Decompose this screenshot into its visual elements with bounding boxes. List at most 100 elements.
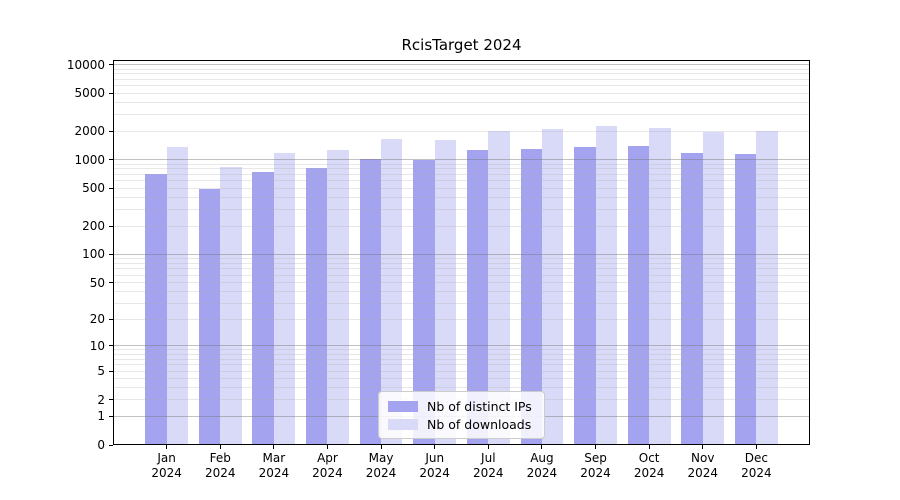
bar-downloads-sep	[595, 126, 617, 445]
y-tick	[109, 159, 113, 161]
legend-swatch-ips	[388, 400, 418, 412]
y-tick-label: 10	[89, 338, 105, 353]
bar-downloads-jan	[166, 147, 188, 445]
y-tick	[109, 444, 113, 446]
x-tick	[273, 445, 275, 449]
bar-downloads-jun	[434, 139, 457, 445]
x-tick-month: May	[368, 451, 394, 465]
bar-ips-mar	[252, 171, 274, 445]
x-tick-month: Dec	[744, 451, 768, 465]
y-tick-label: 5000	[74, 86, 105, 101]
chart-title: RcisTarget 2024	[401, 36, 522, 54]
x-tick-month: Jul	[481, 451, 496, 465]
bar-downloads-apr	[327, 149, 349, 445]
y-tick	[109, 187, 113, 189]
x-tick-month: Apr	[317, 451, 338, 465]
x-tick	[326, 445, 328, 449]
x-tick-month: Nov	[691, 451, 715, 465]
legend-label-downloads: Nb of downloads	[427, 416, 532, 432]
x-tick-month: Mar	[262, 451, 286, 465]
y-gridline-minor	[113, 68, 810, 70]
bar-downloads-may	[381, 139, 403, 445]
bar-downloads-nov	[702, 132, 725, 445]
y-tick-label: 1000	[74, 152, 105, 167]
y-gridline-minor	[113, 113, 810, 115]
legend: Nb of distinct IPs Nb of downloads	[378, 391, 545, 439]
bar-ips-nov	[681, 153, 703, 445]
y-tick-label: 1	[97, 409, 105, 424]
x-tick	[541, 445, 543, 449]
y-tick	[109, 282, 113, 284]
y-tick	[109, 64, 113, 66]
bar-downloads-dec	[756, 130, 778, 445]
bar-ips-apr	[306, 167, 328, 445]
x-tick-label: Apr 2024	[296, 451, 358, 480]
x-tick-year: 2024	[151, 465, 182, 480]
legend-item-ips: Nb of distinct IPs	[388, 397, 535, 415]
x-tick	[434, 445, 436, 449]
x-tick-label: Feb 2024	[189, 451, 251, 480]
x-tick	[166, 445, 168, 449]
y-tick	[109, 370, 113, 372]
y-gridline-minor	[113, 73, 810, 75]
x-tick-month: Feb	[209, 451, 231, 465]
bar-ips-jul	[466, 150, 489, 445]
y-tick	[109, 345, 113, 347]
x-tick-label: Dec 2024	[725, 451, 787, 480]
y-gridline-minor	[113, 85, 810, 87]
x-tick-year: 2024	[687, 465, 719, 480]
x-tick-label: Jan 2024	[136, 451, 198, 480]
y-tick	[109, 318, 113, 320]
y-tick-label: 500	[82, 181, 105, 196]
x-tick-label: Oct 2024	[618, 451, 680, 480]
legend-swatch-downloads	[388, 418, 418, 430]
bar-ips-aug	[520, 148, 542, 445]
bar-ips-dec	[734, 153, 757, 445]
y-gridline-minor	[113, 78, 810, 80]
legend-item-downloads: Nb of downloads	[388, 415, 535, 433]
y-gridline-major	[113, 64, 810, 66]
x-tick	[702, 445, 704, 449]
bar-downloads-mar	[273, 152, 296, 445]
bar-downloads-aug	[541, 128, 564, 445]
x-tick	[755, 445, 757, 449]
y-tick-label: 20	[89, 312, 105, 327]
x-tick-label: Mar 2024	[243, 451, 305, 480]
y-gridline-minor	[113, 102, 810, 103]
bar-ips-may	[359, 159, 382, 445]
bar-ips-jan	[145, 174, 167, 445]
x-tick-label: Aug 2024	[511, 451, 573, 480]
x-tick-label: Nov 2024	[672, 451, 734, 480]
x-tick-year: 2024	[258, 465, 290, 480]
x-tick	[380, 445, 382, 449]
x-tick-year: 2024	[473, 465, 504, 480]
y-tick	[109, 225, 113, 227]
y-tick	[109, 130, 113, 132]
x-tick-label: Jul 2024	[457, 451, 519, 480]
bar-ips-feb	[198, 189, 221, 445]
x-tick-year: 2024	[365, 465, 397, 480]
y-tick-label: 10000	[66, 57, 105, 72]
x-tick	[219, 445, 221, 449]
y-tick-label: 200	[82, 219, 105, 233]
x-tick	[648, 445, 650, 449]
x-tick-year: 2024	[741, 465, 772, 480]
bar-ips-jun	[413, 160, 435, 445]
y-tick-label: 5	[97, 364, 105, 378]
x-tick-year: 2024	[204, 465, 236, 480]
x-tick-year: 2024	[633, 465, 665, 480]
x-tick-month: Jun	[425, 451, 445, 465]
x-tick-month: Sep	[584, 451, 607, 465]
y-tick	[109, 399, 113, 401]
x-tick-year: 2024	[580, 465, 611, 480]
bar-downloads-jul	[488, 130, 510, 445]
x-tick-year: 2024	[526, 465, 558, 480]
x-tick-year: 2024	[419, 465, 450, 480]
y-tick-label: 50	[89, 275, 105, 290]
y-gridline-minor	[113, 92, 810, 94]
y-tick-label: 0	[97, 438, 105, 452]
x-tick-label: Sep 2024	[565, 451, 627, 480]
x-tick-label: May 2024	[350, 451, 412, 480]
bar-downloads-feb	[220, 166, 242, 445]
legend-label-ips: Nb of distinct IPs	[427, 398, 532, 414]
